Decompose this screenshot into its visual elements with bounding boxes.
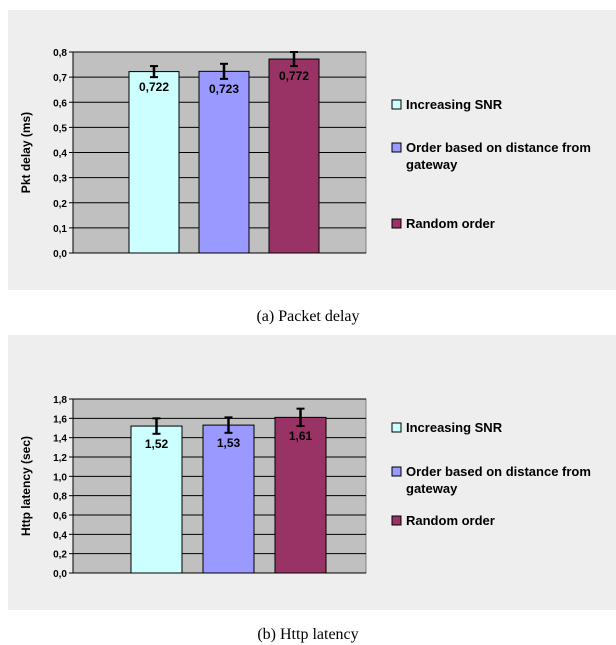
y-tick-label: 0,8: [53, 492, 67, 503]
data-label: 0,723: [209, 82, 239, 96]
bar: [198, 70, 250, 254]
y-axis-label: Http latency (sec): [19, 436, 33, 536]
legend-label: Order based on distance from gateway: [406, 140, 591, 172]
bar: [274, 416, 327, 574]
data-label: 1,61: [289, 429, 313, 443]
y-tick-label: 0,1: [53, 224, 67, 235]
bar: [128, 71, 180, 254]
legend-swatch: [391, 99, 402, 110]
y-tick-label: 0,5: [53, 123, 67, 134]
data-label: 1,52: [145, 437, 169, 451]
bar: [202, 424, 255, 574]
legend-label: Increasing SNR: [406, 420, 503, 435]
y-tick-label: 0,2: [53, 550, 67, 561]
y-tick-label: 1,0: [53, 472, 67, 483]
y-tick-label: 1,4: [53, 434, 67, 445]
y-tick-label: 0,6: [53, 98, 67, 109]
caption-http-latency: (b) Http latency: [257, 626, 359, 643]
legend-swatch: [391, 142, 402, 153]
y-tick-label: 0,0: [53, 569, 67, 580]
y-tick-label: 1,2: [53, 453, 67, 464]
data-label: 0,772: [279, 69, 309, 83]
packet-delay-chart: 0,0 0,1 0,2 0,3 0,4 0,5 0,6 0,7 0,8 Pkt delay (ms…: [19, 48, 591, 260]
legend-swatch: [391, 218, 402, 229]
y-tick-label: 1,6: [53, 414, 67, 425]
chart-panel-http-latency: 0,0 0,2 0,4 0,6 0,8 1,0 1,2 1,4 1,6 1,8 Http laten…: [8, 335, 616, 610]
y-axis-label: Pkt delay (ms): [19, 112, 33, 193]
legend-label: Random order: [406, 513, 495, 528]
data-label: 1,53: [217, 436, 241, 450]
caption-packet-delay: (a) Packet delay: [256, 308, 360, 325]
legend-label: Order based on distance from gateway: [406, 464, 591, 496]
bar: [268, 58, 320, 254]
bar: [130, 425, 183, 574]
legend-swatch: [391, 422, 402, 433]
y-tick-label: 0,2: [53, 199, 67, 210]
legend-label: Random order: [406, 216, 495, 231]
y-tick-label: 1,8: [53, 395, 67, 406]
y-tick-label: 0,0: [53, 249, 67, 260]
y-tick-label: 0,7: [53, 73, 67, 84]
legend-swatch: [391, 515, 402, 526]
y-tick-label: 0,6: [53, 511, 67, 522]
legend-swatch: [391, 466, 402, 477]
data-label: 0,722: [139, 80, 169, 94]
y-tick-label: 0,4: [53, 149, 67, 160]
y-tick-label: 0,8: [53, 48, 67, 59]
y-tick-label: 0,4: [53, 530, 67, 541]
y-tick-label: 0,3: [53, 174, 67, 185]
http-latency-chart: 0,0 0,2 0,4 0,6 0,8 1,0 1,2 1,4 1,6 1,8 Http laten…: [19, 395, 591, 580]
chart-panel-packet-delay: 0,0 0,1 0,2 0,3 0,4 0,5 0,6 0,7 0,8 Pkt delay (ms…: [8, 10, 616, 290]
legend-label: Increasing SNR: [406, 97, 503, 112]
